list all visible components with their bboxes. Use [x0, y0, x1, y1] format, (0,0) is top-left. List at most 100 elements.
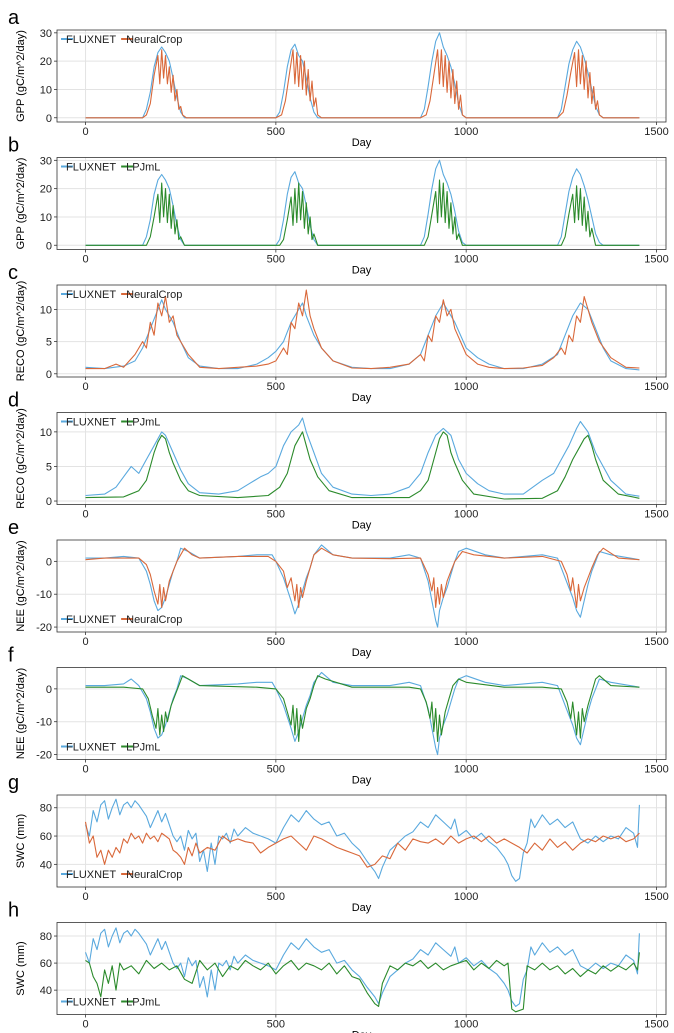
y-tick-label: 40: [40, 859, 52, 871]
series-line-neuralcrop: [85, 289, 640, 370]
x-tick-label: 0: [82, 126, 88, 138]
x-tick-label: 0: [82, 509, 88, 521]
legend-label: LPJmL: [126, 997, 160, 1009]
y-tick-label: 0: [46, 369, 52, 381]
panel-f: f 0 500 1000 1500 -20 -10 0 Day NEE (gC/m^2/day) F…: [8, 645, 669, 787]
x-tick-label: 1500: [644, 891, 668, 903]
legend-label: FLUXNET: [66, 614, 116, 626]
x-tick-label: 1500: [644, 509, 668, 521]
plot-frame: [56, 412, 667, 505]
x-tick-label: 500: [267, 764, 285, 776]
y-axis-title: RECO (gC/m^2/day): [15, 281, 27, 382]
panel-b: b 0 500 1000 1500 0 10 20 30 Day GPP (gC/m^2/day) F…: [8, 135, 669, 277]
x-tick-label: 0: [82, 764, 88, 776]
legend-label: FLUXNET: [66, 997, 116, 1009]
y-tick-label: 0: [46, 556, 52, 568]
plot-frame: [56, 29, 667, 123]
y-axis-title: RECO (gC/m^2/day): [15, 408, 27, 509]
panel-letter: h: [8, 900, 19, 922]
series-line-fluxnet: [85, 671, 640, 756]
x-tick-label: 500: [267, 254, 285, 266]
x-tick-label: 1000: [454, 381, 478, 393]
legend-label: FLUXNET: [66, 869, 116, 881]
legend-label: LPJmL: [126, 742, 160, 754]
panel-h: h 0 500 1000 1500 40 60 80 Day SWC (mm) FLUXNET LPJ…: [8, 900, 669, 1033]
x-axis-title: Day: [352, 1030, 372, 1033]
legend-label: LPJmL: [126, 162, 160, 174]
legend-label: FLUXNET: [66, 742, 116, 754]
series-line-fluxnet: [85, 32, 640, 119]
plot-frame: [56, 667, 667, 760]
y-tick-label: 80: [40, 803, 52, 815]
x-tick-label: 1000: [454, 509, 478, 521]
y-tick-label: 0: [46, 240, 52, 252]
x-tick-label: 500: [267, 381, 285, 393]
x-tick-label: 1500: [644, 254, 668, 266]
series-line-fluxnet: [85, 299, 640, 371]
legend-label: NeuralCrop: [126, 34, 182, 46]
panel-c: c 0 500 1000 1500 0 5 10 Day RECO (gC/m^2/day) FLU…: [8, 262, 669, 404]
panel-letter: a: [8, 7, 20, 29]
x-tick-label: 1500: [644, 636, 668, 648]
y-tick-label: 20: [40, 184, 52, 196]
legend-label: NeuralCrop: [126, 614, 182, 626]
legend-label: NeuralCrop: [126, 289, 182, 301]
series-line-neuralcrop: [85, 49, 640, 119]
x-tick-label: 0: [82, 1019, 88, 1031]
x-axis-title: Day: [352, 775, 372, 787]
x-tick-label: 1000: [454, 764, 478, 776]
legend-label: FLUXNET: [66, 417, 116, 429]
panel-e: e 0 500 1000 1500 -20 -10 0 Day NEE (gC/m^2/day) F…: [8, 517, 669, 659]
y-tick-label: 0: [46, 496, 52, 508]
y-tick-label: 10: [40, 304, 52, 316]
x-tick-label: 0: [82, 254, 88, 266]
x-tick-label: 1000: [454, 1019, 478, 1031]
plot-frame: [56, 284, 667, 378]
y-tick-label: 10: [40, 84, 52, 96]
x-tick-label: 1500: [644, 1019, 668, 1031]
x-tick-label: 0: [82, 381, 88, 393]
legend-label: LPJmL: [126, 417, 160, 429]
legend-label: FLUXNET: [66, 162, 116, 174]
y-axis-title: NEE (gC/m^2/day): [15, 668, 27, 759]
x-tick-label: 500: [267, 636, 285, 648]
series-line-lpjml: [85, 431, 640, 500]
y-axis-title: GPP (gC/m^2/day): [15, 158, 27, 250]
x-tick-label: 1000: [454, 891, 478, 903]
panel-a: a 0 500 1000 1500 0 10 20 30 Day GPP (gC/m^2/day) F…: [8, 7, 669, 149]
x-tick-label: 500: [267, 126, 285, 138]
series-line-neuralcrop: [85, 547, 640, 608]
y-axis-title: NEE (gC/m^2/day): [15, 540, 27, 631]
y-tick-label: 80: [40, 931, 52, 943]
y-axis-title: SWC (mm): [15, 941, 27, 995]
y-tick-label: 40: [40, 985, 52, 997]
panel-d: d 0 500 1000 1500 0 5 10 Day RECO (gC/m^2/day) FLU…: [8, 390, 669, 532]
series-line-fluxnet: [84, 927, 640, 1007]
y-tick-label: 60: [40, 831, 52, 843]
y-tick-label: -20: [36, 622, 52, 634]
y-tick-label: 30: [40, 28, 52, 40]
y-tick-label: 0: [46, 113, 52, 125]
x-axis-title: Day: [352, 902, 372, 914]
panel-letter: e: [8, 517, 19, 539]
x-tick-label: 500: [267, 1019, 285, 1031]
y-tick-label: 30: [40, 155, 52, 167]
x-tick-label: 500: [267, 509, 285, 521]
panel-letter: c: [8, 262, 18, 284]
series-line-lpjml: [85, 675, 640, 742]
x-tick-label: 1000: [454, 254, 478, 266]
x-axis-title: Day: [352, 392, 372, 404]
y-tick-label: 60: [40, 958, 52, 970]
series-line-fluxnet: [85, 417, 640, 497]
y-tick-label: -20: [36, 750, 52, 762]
y-tick-label: 10: [40, 212, 52, 224]
x-axis-title: Day: [352, 647, 372, 659]
x-tick-label: 0: [82, 891, 88, 903]
panel-letter: g: [8, 772, 19, 794]
series-line-lpjml: [85, 179, 640, 246]
x-tick-label: 1000: [454, 126, 478, 138]
panel-g: g 0 500 1000 1500 40 60 80 Day SWC (mm) FLUXNET Neu…: [8, 772, 669, 914]
legend-label: FLUXNET: [66, 289, 116, 301]
x-axis-title: Day: [352, 265, 372, 277]
x-tick-label: 1500: [644, 381, 668, 393]
